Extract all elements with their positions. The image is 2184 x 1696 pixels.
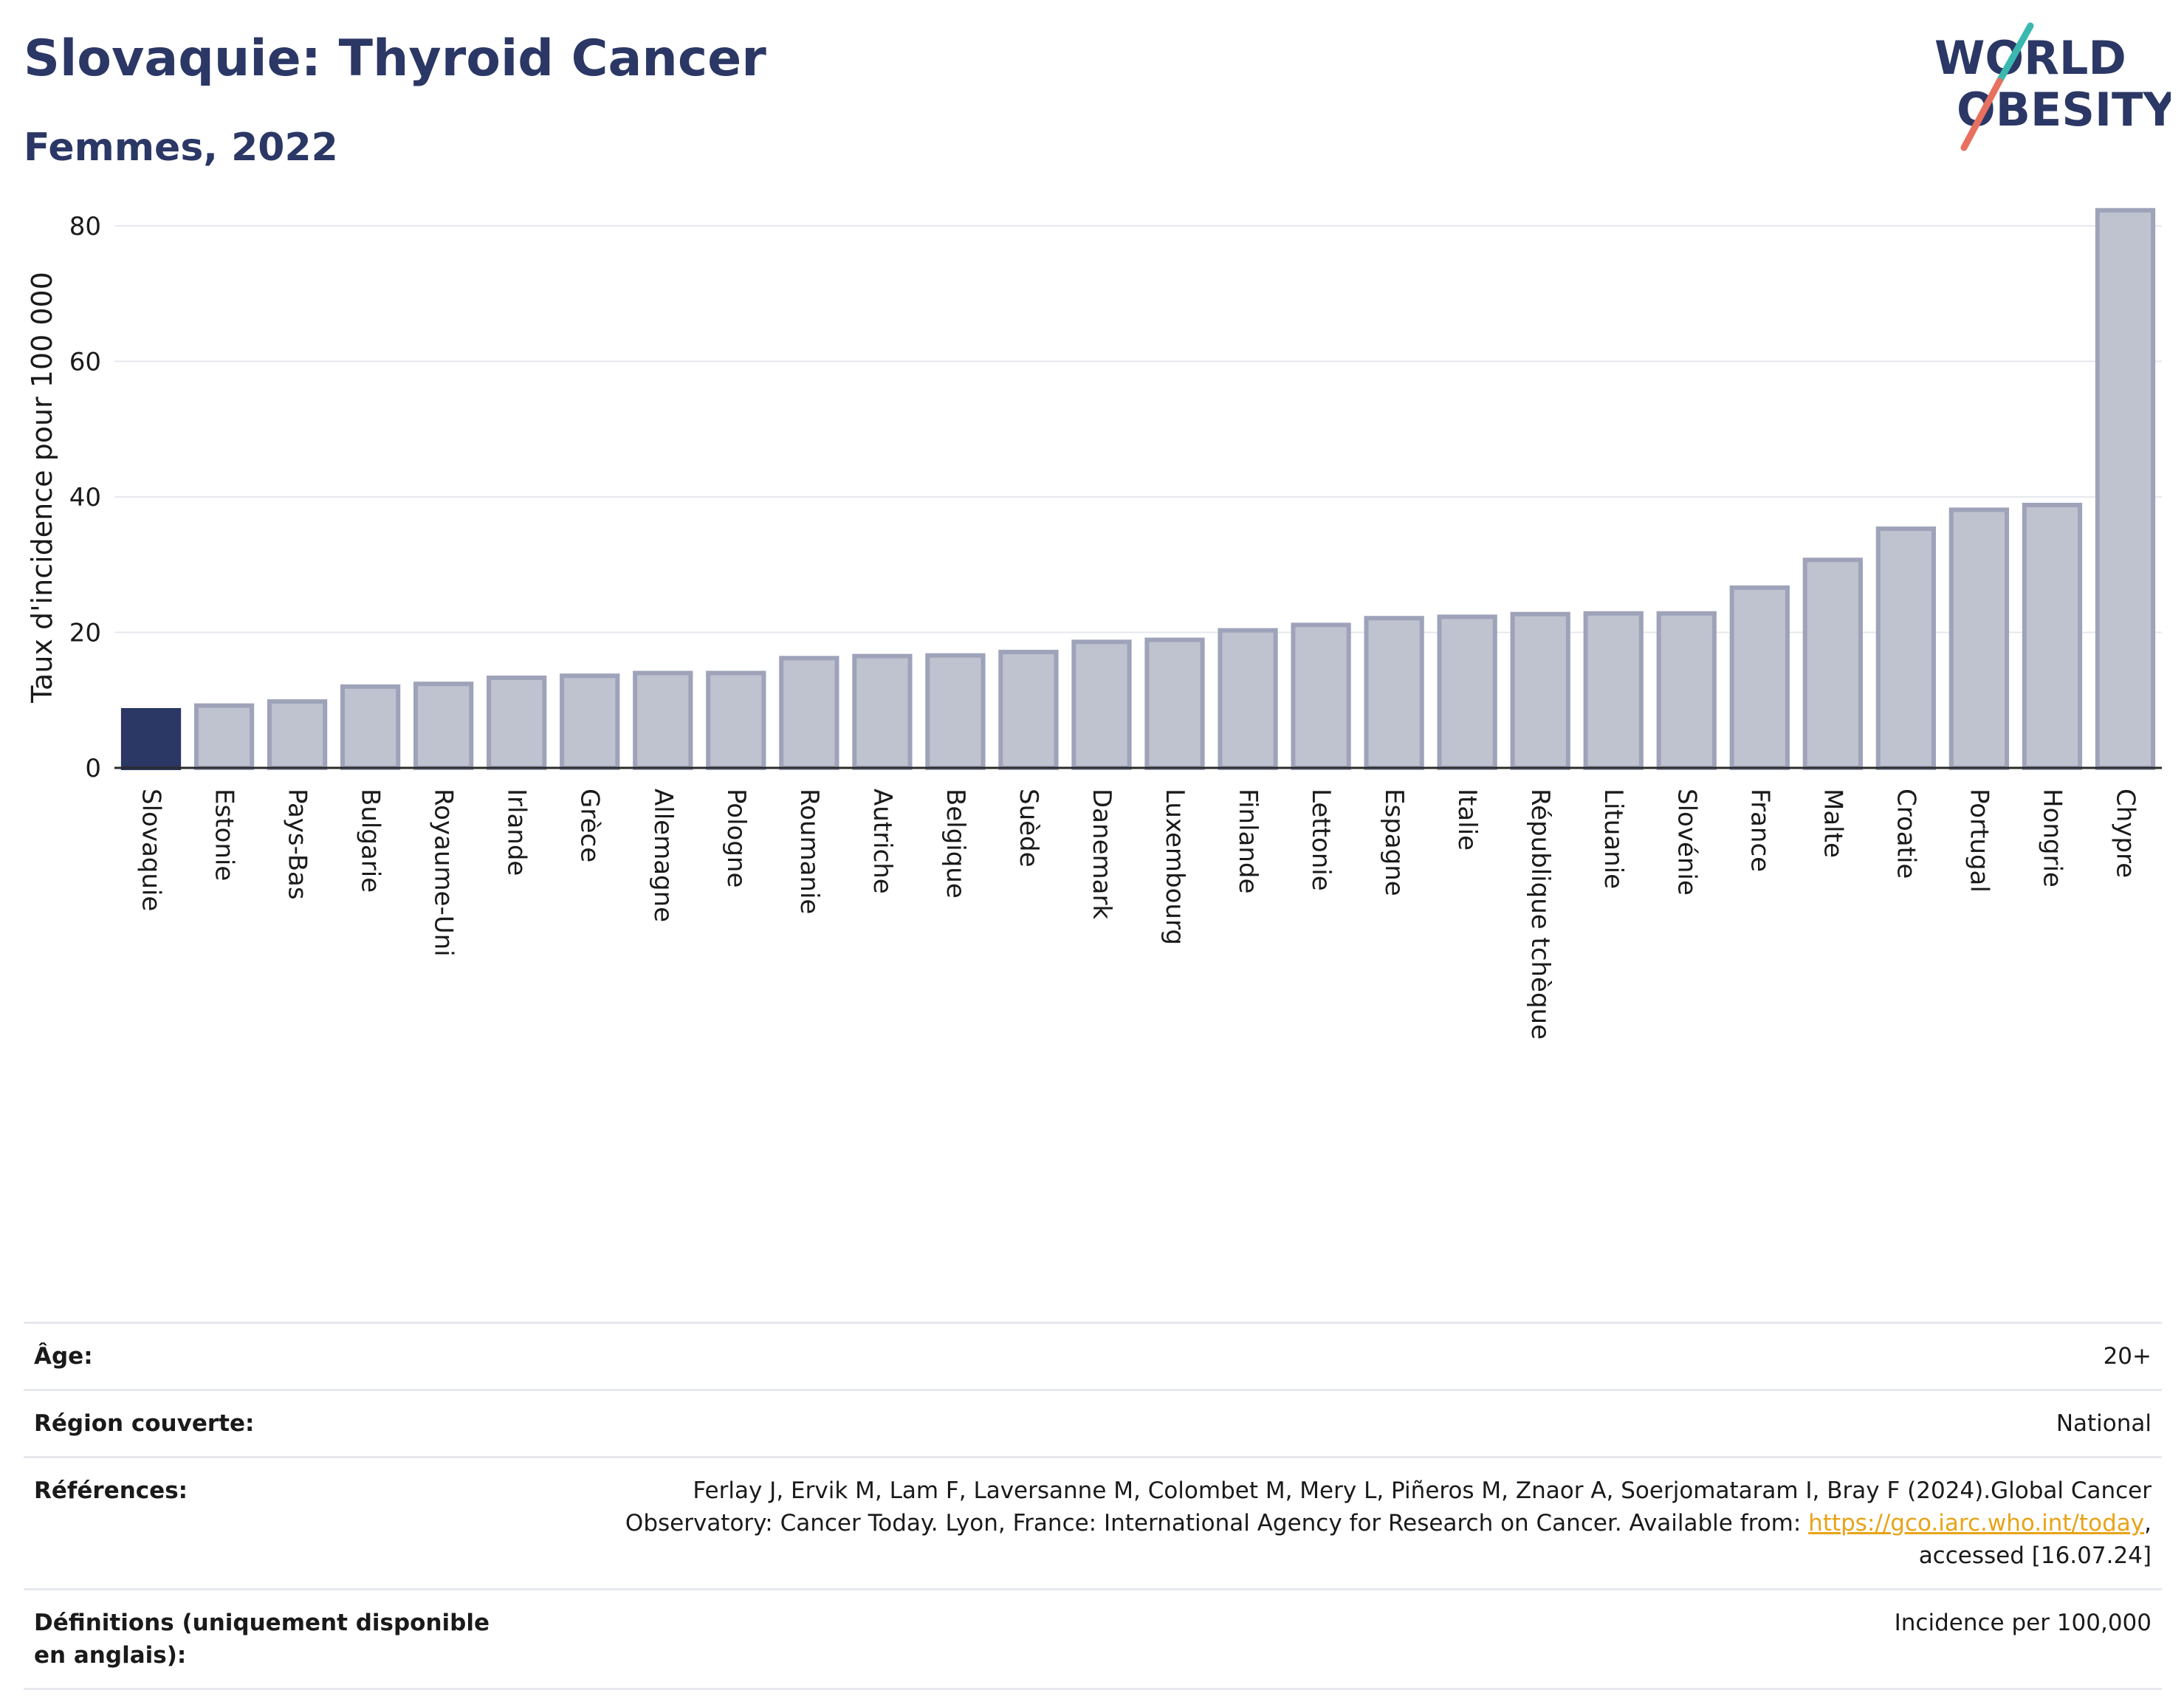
y-tick-label: 40 xyxy=(69,483,101,512)
bar-27 xyxy=(2095,207,2156,770)
bar-8 xyxy=(706,670,766,770)
x-tick-label: Malte xyxy=(1818,789,1847,858)
metadata-table: Âge: 20+ Région couverte: National Référ… xyxy=(24,1322,2162,1690)
bar-15 xyxy=(1218,628,1278,770)
x-tick-label: Danemark xyxy=(1087,789,1116,919)
x-tick-label: Suède xyxy=(1014,789,1043,868)
bar-11 xyxy=(925,653,986,770)
bar-22 xyxy=(1729,585,1790,770)
references-value: Ferlay J, Ervik M, Lam F, Laversanne M, … xyxy=(601,1474,2152,1572)
bar-20 xyxy=(1583,611,1644,771)
bar-14 xyxy=(1144,637,1205,770)
x-tick-label: Pologne xyxy=(721,789,751,888)
references-text: Ferlay J, Ervik M, Lam F, Laversanne M, … xyxy=(625,1477,2152,1537)
bar-24 xyxy=(1875,526,1937,771)
x-tick-label: Belgique xyxy=(941,789,970,899)
x-tick-label: Irlande xyxy=(502,789,532,876)
definitions-label: Définitions (uniquement disponible en an… xyxy=(34,1610,490,1669)
bar-4 xyxy=(413,682,474,771)
y-axis-label: Taux d'incidence pour 100 000 xyxy=(26,272,58,704)
bar-21 xyxy=(1656,611,1717,771)
page-subtitle: Femmes, 2022 xyxy=(24,126,338,170)
bar-12 xyxy=(998,650,1059,770)
references-link[interactable]: https://gco.iarc.who.int/today xyxy=(1808,1510,2145,1537)
bar-26 xyxy=(2022,502,2083,770)
y-tick-label: 0 xyxy=(85,754,101,783)
bar-9 xyxy=(779,656,839,771)
x-tick-label: Italie xyxy=(1452,789,1482,851)
x-tick-label: Espagne xyxy=(1379,789,1409,896)
x-tick-label: Luxembourg xyxy=(1160,789,1189,945)
y-tick-label: 20 xyxy=(69,618,101,648)
bar-3 xyxy=(340,684,401,770)
logo-line1: WORLD xyxy=(1934,31,2126,85)
bar-10 xyxy=(852,653,913,771)
x-tick-label: Estonie xyxy=(210,789,239,881)
x-tick-label: Lituanie xyxy=(1598,789,1628,889)
meta-row-definitions: Définitions (uniquement disponible en an… xyxy=(24,1588,2162,1690)
y-tick-label: 60 xyxy=(69,347,101,377)
y-tick-label: 80 xyxy=(69,212,101,241)
meta-row-references: Références: Ferlay J, Ervik M, Lam F, La… xyxy=(24,1456,2162,1588)
x-tick-label: Autriche xyxy=(868,789,897,894)
age-label: Âge: xyxy=(34,1343,93,1370)
x-tick-label: Royaume-Uni xyxy=(429,789,459,957)
x-tick-label: Lettonie xyxy=(1306,789,1336,891)
bar-25 xyxy=(1948,507,2010,770)
x-tick-label: Croatie xyxy=(1891,789,1920,879)
references-tail: , accessed [16.07.24] xyxy=(1918,1510,2152,1569)
page-title: Slovaquie: Thyroid Cancer xyxy=(24,30,766,88)
x-tick-label: Roumanie xyxy=(794,789,824,914)
bar-2 xyxy=(267,699,328,771)
age-value: 20+ xyxy=(2103,1343,2152,1370)
x-tick-label: Portugal xyxy=(1964,789,1994,893)
bar-6 xyxy=(560,673,620,771)
x-tick-label: Slovaquie xyxy=(137,789,166,911)
meta-row-region: Région couverte: National xyxy=(24,1389,2162,1456)
x-tick-label: Allemagne xyxy=(648,789,678,922)
x-tick-label: France xyxy=(1745,789,1774,872)
x-tick-label: Grèce xyxy=(575,789,605,862)
world-obesity-logo: WORLD OBESITY xyxy=(1934,22,2171,151)
bar-0 xyxy=(120,708,182,770)
bar-23 xyxy=(1802,557,1863,770)
definitions-value: Incidence per 100,000 xyxy=(1894,1610,2152,1636)
x-tick-label: Slovénie xyxy=(1672,789,1701,896)
references-label: Références: xyxy=(34,1477,188,1504)
x-tick-label: Finlande xyxy=(1233,789,1263,893)
bar-5 xyxy=(487,675,547,770)
bar-7 xyxy=(633,670,693,770)
x-tick-label: Hongrie xyxy=(2037,789,2067,888)
region-value: National xyxy=(2056,1410,2152,1437)
bar-19 xyxy=(1510,611,1570,770)
x-tick-label: République tchèque xyxy=(1525,789,1555,1040)
meta-row-age: Âge: 20+ xyxy=(24,1322,2162,1389)
bar-1 xyxy=(193,703,255,771)
region-label: Région couverte: xyxy=(34,1410,255,1437)
bar-18 xyxy=(1437,614,1497,770)
x-tick-label: Chypre xyxy=(2110,789,2140,878)
x-tick-label: Pays-Bas xyxy=(283,789,312,900)
bar-16 xyxy=(1291,622,1351,770)
bar-13 xyxy=(1071,639,1132,770)
bar-17 xyxy=(1364,616,1424,771)
x-tick-label: Bulgarie xyxy=(356,789,385,893)
bar-chart: 0 20 40 60 80 Taux d'incidence pour 100 000 Sl… xyxy=(26,207,2162,1040)
